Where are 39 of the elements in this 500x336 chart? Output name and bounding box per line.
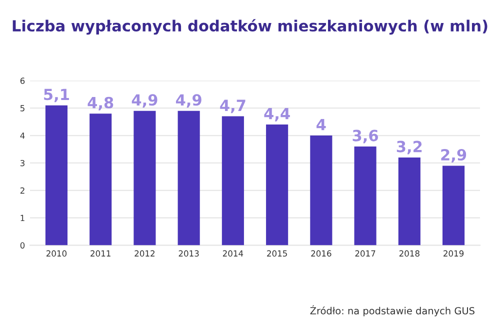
bar (178, 110, 200, 246)
data-label: 4,8 (88, 96, 114, 110)
data-label: 4,4 (264, 108, 290, 122)
bar (90, 114, 112, 246)
chart-title: Liczba wypłaconych dodatków mieszkaniowych (w mln) (12, 19, 488, 35)
bar (354, 146, 376, 246)
bar (310, 136, 332, 246)
data-label: 3,6 (352, 130, 378, 144)
bar (442, 166, 465, 246)
x-tick-label: 2015 (267, 250, 287, 257)
y-tick-label: 6 (20, 78, 25, 84)
bar (266, 124, 288, 246)
x-tick-label: 2017 (355, 250, 376, 257)
x-tick-label: 2019 (444, 250, 464, 257)
data-label: 2,9 (441, 148, 466, 162)
x-tick-label: 2014 (222, 250, 244, 257)
bar (398, 157, 420, 246)
x-tick-label: 2010 (46, 250, 67, 257)
x-tick-label: 2018 (399, 250, 420, 257)
text: Źródło: na podstawie danych GUS (310, 305, 474, 316)
data-label: 4,9 (176, 94, 202, 108)
x-tick-label: 2012 (134, 250, 154, 257)
x-tick-label: 2013 (178, 250, 199, 257)
data-label: 4 (316, 119, 326, 130)
y-tick-label: 1 (20, 214, 24, 222)
y-tick-label: 0 (20, 242, 25, 249)
bar (134, 110, 156, 246)
data-label: 4,9 (132, 94, 158, 108)
data-label: 3,2 (396, 140, 422, 154)
y-tick-label: 5 (20, 105, 24, 112)
y-tick-label: 2 (20, 187, 24, 194)
x-tick-label: 2016 (311, 250, 332, 257)
data-label: 5,1 (44, 88, 69, 102)
x-tick-label: 2011 (90, 250, 110, 257)
bar (222, 116, 244, 246)
data-label: 4,7 (220, 100, 246, 114)
y-tick-label: 4 (20, 132, 25, 139)
y-tick-label: 3 (20, 160, 24, 166)
bar (45, 105, 68, 246)
